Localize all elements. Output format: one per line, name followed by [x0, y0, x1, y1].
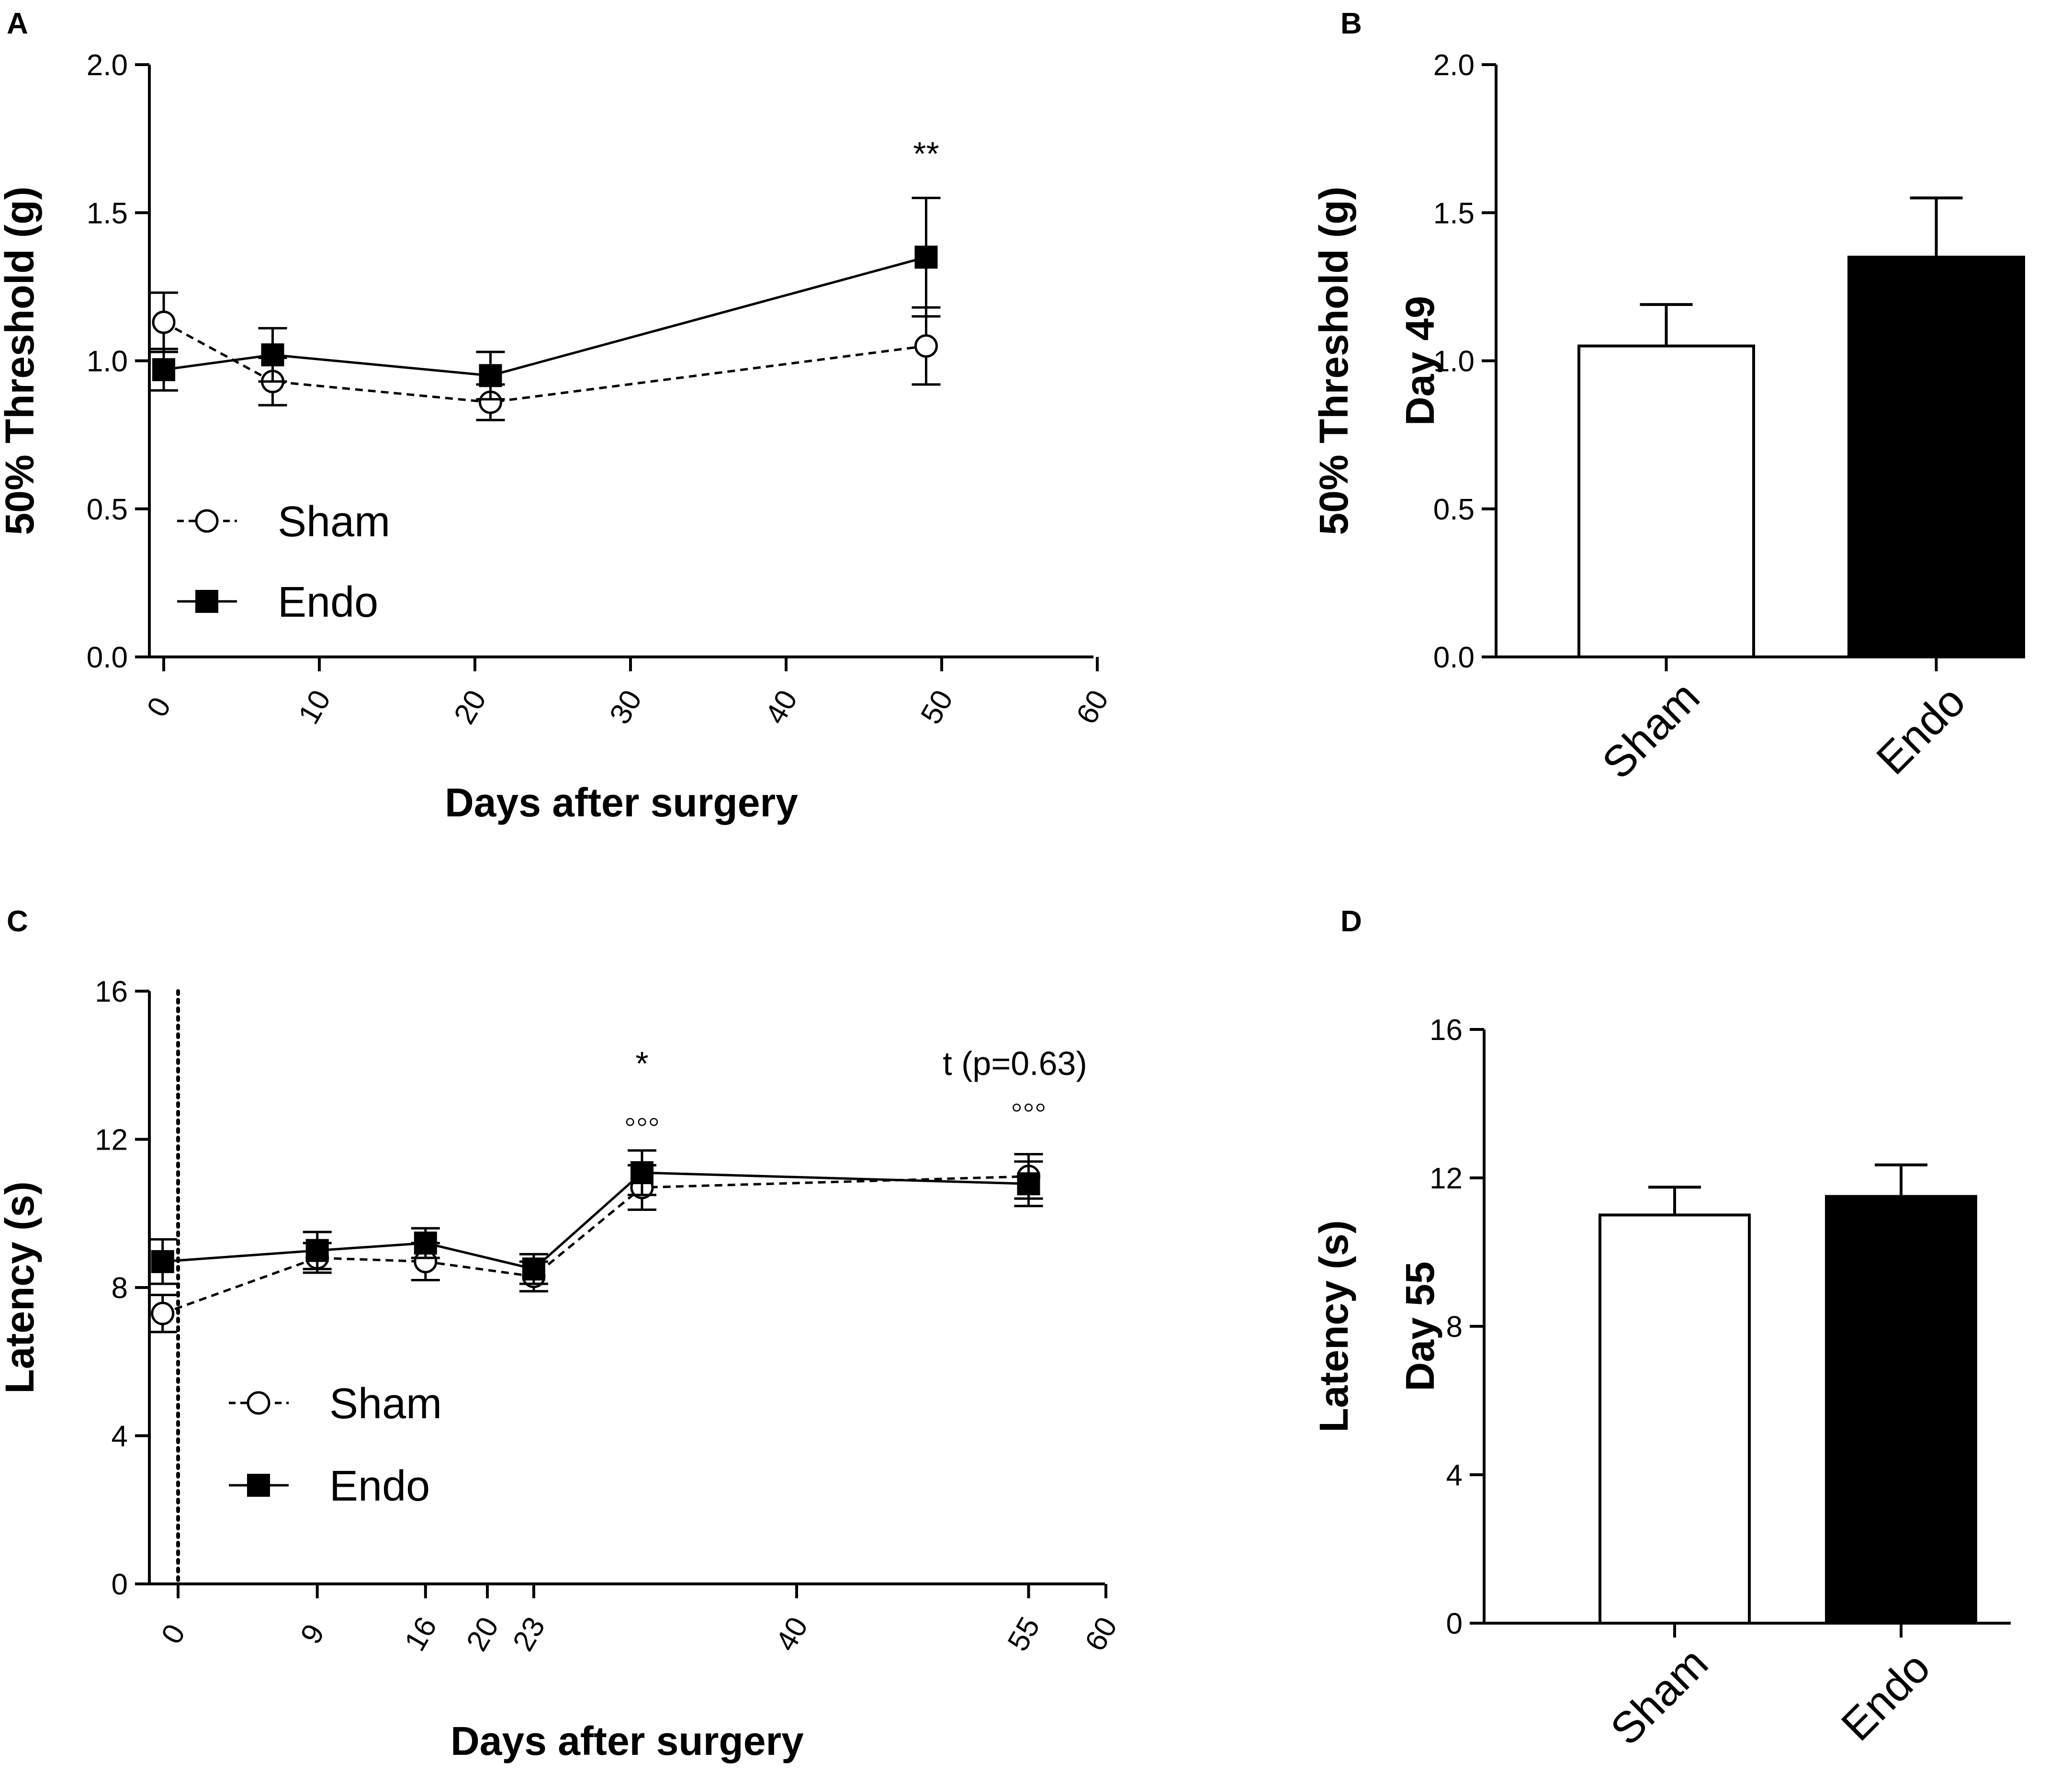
y-tick-label: 0.0 — [87, 641, 128, 674]
data-point-endo — [1017, 1172, 1040, 1196]
y-tick-label: 4 — [112, 1420, 128, 1453]
x-tick-label: 16 — [398, 1612, 443, 1657]
legend-label-sham: Sham — [329, 1380, 442, 1428]
y-tick-label: 1.5 — [87, 197, 128, 230]
panel-D: D 0 4 8 12 16 Latency (s) Day 55 Sham Endo — [1311, 905, 2011, 1754]
bar-endo — [1825, 1195, 1977, 1625]
x-tick-label: 20 — [448, 685, 493, 730]
series-line-endo — [163, 256, 927, 377]
panel-B: B 0.0 0.5 1.0 1.5 2.0 50% Threshold (g) Day 49 S… — [1311, 7, 2025, 788]
y-tick-label: 8 — [112, 1272, 128, 1305]
legend-label-endo: Endo — [278, 578, 378, 626]
x-tick-label: 0 — [155, 1619, 192, 1650]
legend-marker-endo — [195, 590, 218, 613]
x-tick-label: 40 — [759, 685, 804, 730]
x-tick-label: 60 — [1079, 1612, 1124, 1657]
y-tick-label: 1.5 — [1433, 197, 1475, 230]
significance-annotation: ** — [913, 135, 939, 172]
bar-endo — [1847, 256, 2025, 658]
y-tick-label: 16 — [1430, 1014, 1463, 1047]
y-axis-title: 50% Threshold (g) — [1311, 186, 1356, 535]
significance-annotation: * — [635, 1045, 648, 1082]
data-point-endo — [631, 1161, 653, 1185]
category-label-sham: Sham — [1593, 672, 1709, 788]
legend-label-endo: Endo — [329, 1462, 430, 1510]
trend-annotation: t (p=0.63) — [943, 1045, 1087, 1082]
y-tick-label: 2.0 — [1433, 49, 1475, 82]
category-label-endo: Endo — [1832, 1643, 1939, 1750]
y-tick-label: 16 — [95, 975, 128, 1008]
panel-label: D — [1340, 905, 1362, 938]
data-point-endo — [261, 343, 284, 367]
series-line-sham — [162, 1175, 1029, 1315]
x-tick-label: 60 — [1070, 685, 1115, 730]
y-tick-label: 0 — [112, 1568, 128, 1601]
y-axis-subtitle: Day 49 — [1397, 296, 1442, 426]
legend-marker-endo — [247, 1474, 270, 1497]
y-axis-title: 50% Threshold (g) — [0, 186, 42, 535]
series-line-sham — [163, 321, 926, 404]
category-label-endo: Endo — [1868, 677, 1975, 784]
panel-C: C 0 4 8 12 16 0 9 16 20 23 40 55 60 Latency (s) Days af… — [0, 905, 1124, 1763]
x-tick-label: 50 — [914, 685, 959, 730]
bar-sham — [1599, 1213, 1751, 1625]
x-tick-label: 9 — [294, 1619, 331, 1650]
x-tick-label: 10 — [292, 685, 337, 730]
x-tick-label: 30 — [603, 685, 648, 730]
x-tick-label: 55 — [1002, 1612, 1047, 1657]
x-tick-label: 40 — [769, 1612, 814, 1657]
data-point-endo — [522, 1257, 545, 1281]
x-tick-label: 0 — [141, 692, 178, 723]
y-tick-label: 8 — [1446, 1311, 1463, 1344]
y-axis-title: Latency (s) — [1311, 1220, 1356, 1432]
y-tick-label: 0 — [1446, 1607, 1463, 1640]
repeated-measures-marks: ◦◦◦ — [624, 1102, 660, 1140]
panel-label: C — [7, 905, 28, 938]
data-point-endo — [479, 364, 502, 387]
y-tick-label: 4 — [1446, 1459, 1463, 1492]
data-point-sham — [152, 310, 176, 334]
y-tick-label: 2.0 — [87, 49, 128, 82]
x-tick-label: 20 — [460, 1612, 505, 1657]
y-axis-subtitle: Day 55 — [1397, 1262, 1442, 1391]
y-tick-label: 1.0 — [87, 345, 128, 378]
legend-marker-sham — [247, 1391, 270, 1415]
y-tick-label: 0.0 — [1433, 641, 1475, 674]
panel-label: B — [1340, 7, 1362, 40]
x-axis-title: Days after surgery — [450, 1718, 804, 1763]
data-point-sham — [151, 1301, 175, 1325]
x-axis-title: Days after surgery — [445, 780, 798, 825]
y-tick-label: 0.5 — [1433, 493, 1475, 526]
y-tick-label: 0.5 — [87, 493, 128, 526]
repeated-measures-marks: ◦◦◦ — [1011, 1088, 1046, 1125]
legend-marker-sham — [195, 509, 219, 533]
data-point-endo — [414, 1232, 437, 1255]
y-tick-label: 1.0 — [1433, 345, 1475, 378]
x-tick-label: 23 — [507, 1612, 552, 1657]
data-point-endo — [151, 1250, 174, 1273]
bar-sham — [1577, 344, 1755, 658]
panel-A: A 0.0 0.5 1.0 1.5 2.0 0 10 20 30 40 50 60 50% Thresho… — [0, 7, 1115, 825]
data-point-endo — [152, 358, 175, 382]
y-axis-title: Latency (s) — [0, 1181, 42, 1393]
series-line-endo — [162, 1171, 1029, 1271]
legend-label-sham: Sham — [278, 498, 390, 546]
data-point-endo — [305, 1239, 329, 1262]
panel-label: A — [7, 7, 28, 40]
data-point-sham — [914, 334, 938, 358]
data-point-endo — [914, 246, 938, 269]
category-label-sham: Sham — [1601, 1638, 1717, 1754]
y-tick-label: 12 — [1430, 1162, 1463, 1195]
y-tick-label: 12 — [95, 1124, 128, 1157]
